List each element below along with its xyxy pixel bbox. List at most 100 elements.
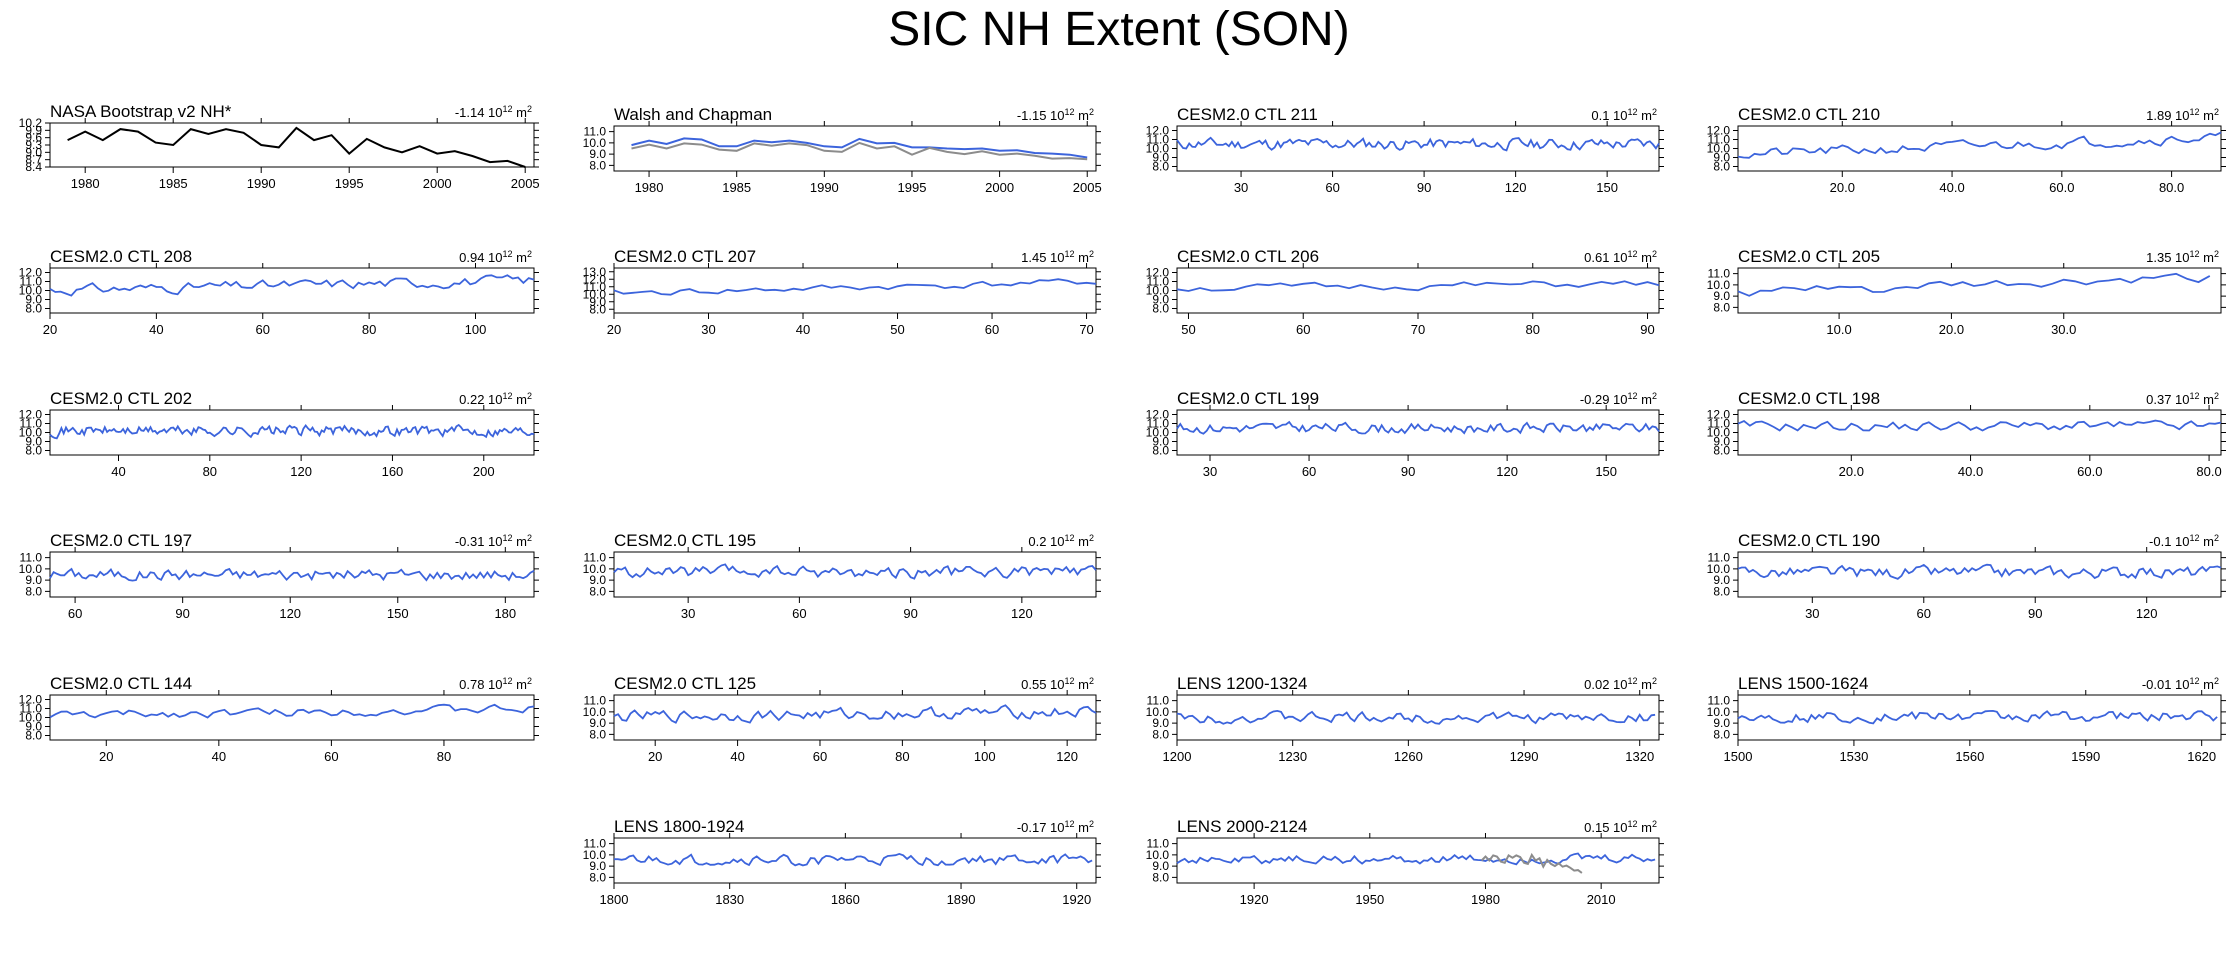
trend-annotation: 0.1 1012 m2: [1591, 107, 1657, 123]
x-tick-label: 90: [903, 606, 917, 621]
panel-title: LENS 1200-1324: [1177, 674, 1307, 693]
trend-annotation: 0.37 1012 m2: [2146, 391, 2219, 407]
panel-title: CESM2.0 CTL 206: [1177, 247, 1319, 266]
series-line: [613, 704, 1097, 724]
y-tick-label: 10.0: [583, 136, 607, 150]
x-tick-label: 60.0: [2077, 464, 2102, 479]
x-tick-label: 1890: [947, 892, 976, 907]
panel-title: CESM2.0 CTL 205: [1738, 247, 1880, 266]
x-tick-label: 120: [1011, 606, 1033, 621]
y-tick-label: 8.0: [25, 584, 42, 598]
y-tick-label: 12.0: [1707, 124, 1731, 138]
y-tick-label: 12.0: [19, 408, 43, 422]
series-line: [631, 137, 1088, 159]
y-tick-label: 8.0: [1713, 727, 1730, 741]
chart-panel: CESM2.0 CTL 190 -0.1 1012 m2 30 60 90 120 8.09…: [1707, 531, 2226, 621]
x-tick-label: 40.0: [1958, 464, 1983, 479]
y-tick-label: 9.0: [589, 859, 606, 873]
y-tick-label: 10.0: [19, 562, 43, 576]
chart-panel: CESM2.0 CTL 197 -0.31 1012 m2 60 90 120 150 18…: [19, 531, 539, 621]
x-tick-label: 60: [1296, 322, 1310, 337]
y-tick-label: 10.0: [1146, 142, 1170, 156]
x-tick-label: 60: [1325, 180, 1339, 195]
series-line: [1176, 280, 1660, 292]
x-tick-label: 2005: [511, 176, 540, 191]
series-line: [1176, 709, 1656, 725]
x-tick-label: 10.0: [1826, 322, 1851, 337]
x-tick-label: 60: [68, 606, 82, 621]
y-tick-label: 9.0: [1152, 435, 1169, 449]
x-tick-label: 2000: [423, 176, 452, 191]
y-tick-label: 11.0: [20, 275, 43, 289]
chart-panel: NASA Bootstrap v2 NH* -1.14 1012 m2 1980 19…: [19, 102, 540, 191]
x-tick-label: 20: [607, 322, 621, 337]
x-tick-label: 30: [1234, 180, 1248, 195]
y-tick-label: 10.0: [1707, 562, 1731, 576]
y-tick-label: 11.0: [584, 551, 607, 565]
x-tick-label: 20: [99, 749, 113, 764]
panel-title: CESM2.0 CTL 198: [1738, 389, 1880, 408]
x-tick-label: 150: [1596, 180, 1618, 195]
y-tick-label: 10.0: [583, 848, 607, 862]
trend-annotation: 0.55 1012 m2: [1021, 676, 1094, 692]
x-tick-label: 80: [362, 322, 376, 337]
y-tick-label: 11.0: [1708, 417, 1731, 431]
x-tick-label: 60: [1917, 606, 1931, 621]
y-tick-label: 9.0: [1152, 716, 1169, 730]
y-tick-label: 10.0: [19, 711, 43, 725]
y-tick-label: 10.0: [583, 562, 607, 576]
x-tick-label: 30.0: [2051, 322, 2076, 337]
y-tick-label: 10.0: [1707, 705, 1731, 719]
trend-annotation: 0.78 1012 m2: [459, 676, 532, 692]
y-tick-label: 8.0: [1152, 444, 1169, 458]
y-tick-label: 11.0: [20, 551, 43, 565]
y-tick-label: 8.0: [1152, 727, 1169, 741]
plot-frame: [49, 267, 535, 314]
series-line: [614, 852, 1093, 867]
series-line: [1737, 131, 2222, 159]
y-tick-label: 9.0: [1152, 151, 1169, 165]
y-tick-label: 11.0: [1147, 417, 1170, 431]
y-tick-label: 9.9: [25, 123, 42, 137]
trend-annotation: 0.2 1012 m2: [1028, 533, 1094, 549]
trend-annotation: 0.61 1012 m2: [1584, 249, 1657, 265]
x-tick-label: 1980: [635, 180, 664, 195]
y-tick-label: 11.0: [584, 125, 607, 139]
page-title: SIC NH Extent (SON): [888, 3, 1350, 56]
x-tick-label: 100: [465, 322, 487, 337]
x-tick-label: 150: [1595, 464, 1617, 479]
panel-title: CESM2.0 CTL 190: [1738, 531, 1880, 550]
series-line: [1480, 852, 1583, 874]
y-tick-label: 8.0: [1152, 160, 1169, 174]
x-tick-label: 90: [1417, 180, 1431, 195]
plot-frame: [1176, 694, 1660, 741]
y-tick-label: 8.0: [1713, 444, 1730, 458]
x-tick-label: 1590: [2071, 749, 2100, 764]
series-line: [1737, 563, 2222, 580]
x-tick-label: 1985: [722, 180, 751, 195]
x-tick-label: 1990: [247, 176, 276, 191]
panel-title: LENS 2000-2124: [1177, 817, 1307, 836]
y-tick-label: 10.0: [1146, 705, 1170, 719]
x-tick-label: 1500: [1724, 749, 1753, 764]
y-tick-label: 8.0: [589, 302, 606, 316]
x-tick-label: 80: [437, 749, 451, 764]
x-tick-label: 90: [1640, 322, 1654, 337]
y-tick-label: 11.0: [1708, 551, 1731, 565]
chart-panel: CESM2.0 CTL 125 0.55 1012 m2 20 40 60 80 100 12…: [583, 674, 1101, 764]
plot-frame: [613, 125, 1097, 172]
x-tick-label: 60: [813, 749, 827, 764]
x-tick-label: 60: [1302, 464, 1316, 479]
trend-annotation: -0.29 1012 m2: [1580, 391, 1657, 407]
x-tick-label: 1990: [810, 180, 839, 195]
x-tick-label: 30: [681, 606, 695, 621]
x-tick-label: 120: [2136, 606, 2158, 621]
y-tick-label: 8.0: [1713, 160, 1730, 174]
x-tick-label: 1980: [1471, 892, 1500, 907]
x-tick-label: 120: [279, 606, 301, 621]
x-tick-label: 1950: [1355, 892, 1384, 907]
panel-title: LENS 1500-1624: [1738, 674, 1868, 693]
y-tick-label: 11.0: [1147, 133, 1170, 147]
x-tick-label: 80.0: [2196, 464, 2221, 479]
